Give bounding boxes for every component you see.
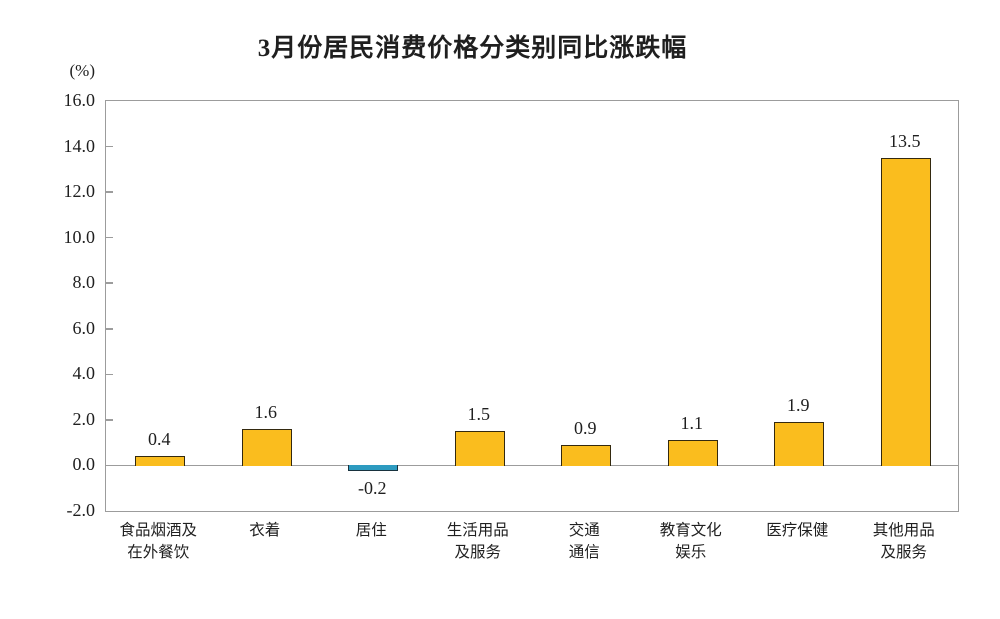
chart-title: 3月份居民消费价格分类别同比涨跌幅 (257, 35, 688, 62)
x-axis-label: 生活用品 及服务 (446, 522, 509, 561)
y-axis-tick-mark (106, 419, 113, 421)
y-axis-tick-label: 14.0 (63, 135, 96, 156)
bar (880, 157, 931, 467)
x-axis-label: 其他用品 及服务 (872, 522, 935, 561)
bar-value-label: 13.5 (889, 130, 921, 151)
plot-area: 0.4 1.6 -0.2 1.5 0.9 1.1 1.9 13.5 (105, 100, 959, 512)
y-axis-tick-label: 12.0 (63, 181, 96, 202)
bar (774, 422, 825, 467)
y-axis-tick-mark (106, 282, 113, 284)
x-axis-label: 居住 (355, 522, 387, 539)
bar (348, 465, 399, 471)
x-axis-label: 医疗保健 (766, 522, 829, 539)
x-axis-label: 教育文化 娱乐 (659, 522, 722, 561)
y-axis-tick-mark (106, 191, 113, 193)
bar-value-label: 0.4 (148, 429, 171, 450)
bar-value-label: 1.6 (254, 402, 278, 422)
zero-baseline (106, 464, 958, 467)
y-axis-tick-label: 2.0 (72, 408, 96, 429)
y-axis-tick-label: -2.0 (66, 500, 96, 520)
bar (454, 431, 505, 467)
y-axis-tick-mark (106, 328, 113, 330)
bar (667, 440, 718, 467)
bar-value-label: 1.5 (467, 404, 491, 425)
x-axis-label: 交通 通信 (568, 522, 600, 561)
y-axis-tick-mark (106, 236, 113, 239)
y-axis-tick-label: 0.0 (72, 454, 96, 475)
y-axis-tick-label: 8.0 (72, 272, 96, 293)
y-axis-tick-label: 6.0 (72, 317, 96, 338)
y-axis-tick-mark (106, 145, 113, 148)
bar (135, 456, 186, 467)
bar-value-label: 0.9 (574, 417, 597, 438)
x-axis-label: 衣着 (249, 522, 281, 539)
y-axis-tick-label: 16.0 (63, 90, 96, 110)
y-axis-tick-label: 10.0 (63, 226, 96, 247)
y-axis-unit-label: (%) (69, 61, 95, 80)
x-axis-label: 食品烟酒及 在外餐饮 (119, 522, 197, 561)
bar-value-label: 1.1 (680, 413, 704, 434)
y-axis-tick-mark (106, 373, 113, 376)
bar (561, 444, 612, 467)
y-axis-tick-label: 4.0 (72, 363, 96, 384)
bar-value-label: 1.9 (787, 395, 810, 416)
bar-value-label: -0.2 (358, 478, 387, 498)
bar (241, 429, 292, 467)
